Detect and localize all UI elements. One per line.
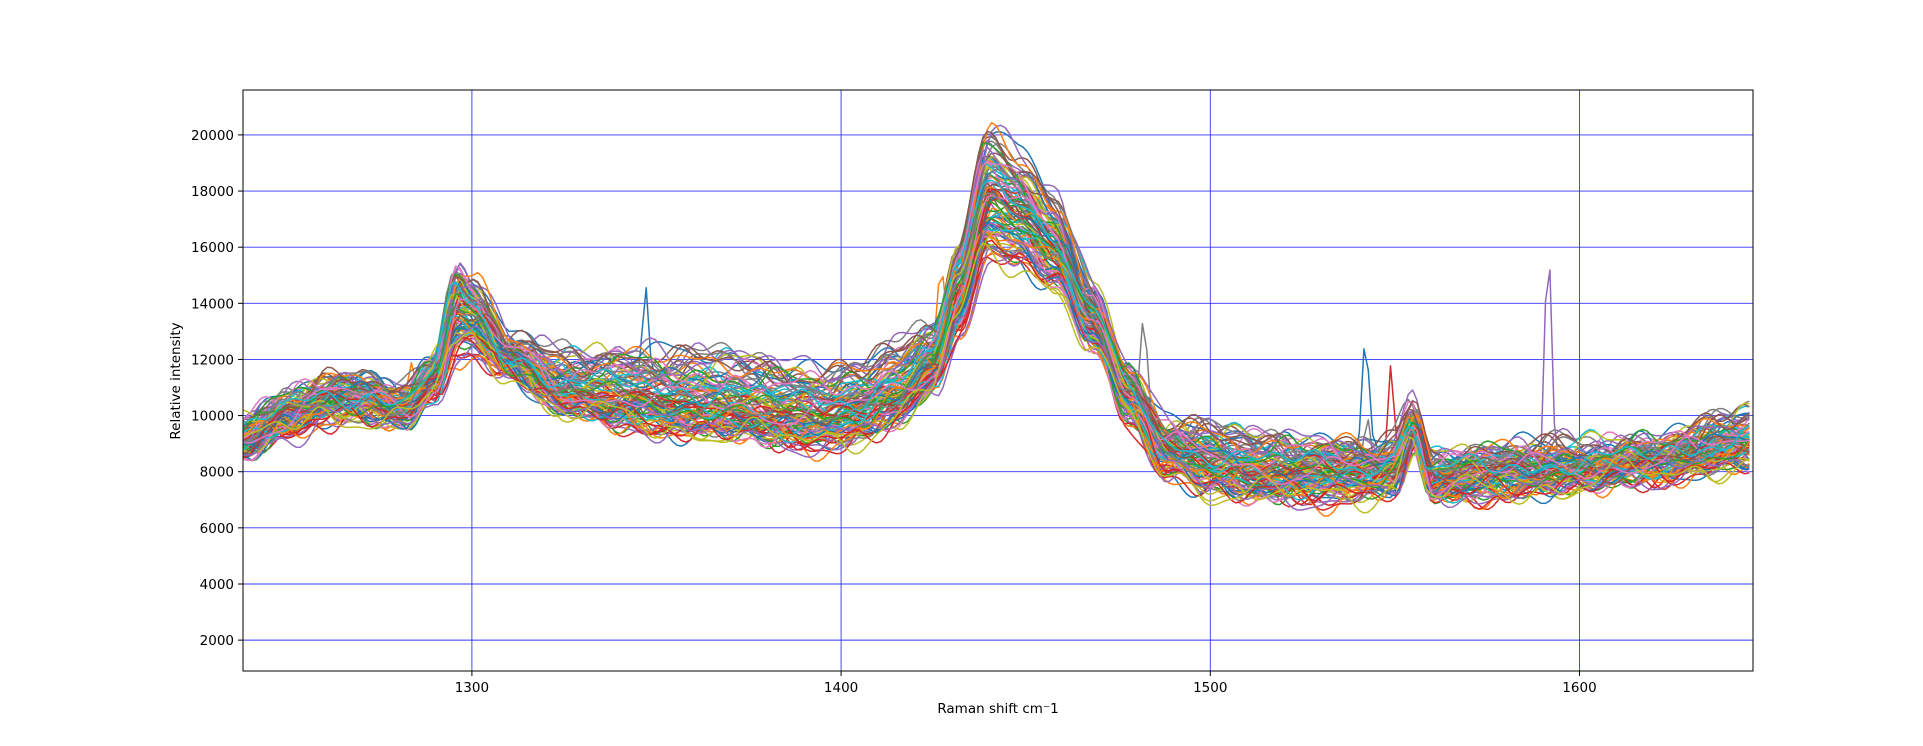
spectrum-line: [243, 168, 1750, 476]
y-tick-label: 6000: [200, 521, 234, 537]
spectrum-line: [243, 143, 1750, 478]
y-tick-label: 4000: [200, 577, 234, 593]
spectrum-line: [243, 231, 1750, 501]
spectrum-line: [243, 188, 1750, 491]
spectrum-line: [243, 130, 1750, 478]
y-tick-label: 8000: [200, 465, 234, 481]
x-tick-label: 1400: [824, 680, 858, 696]
spectrum-line: [243, 179, 1750, 477]
x-tick-label: 1500: [1193, 680, 1227, 696]
y-tick-label: 18000: [191, 184, 234, 200]
y-tick-label: 12000: [191, 352, 234, 368]
y-axis-label: Relative intensity: [168, 322, 184, 439]
x-tick-label: 1600: [1562, 680, 1596, 696]
grid: [243, 90, 1753, 671]
y-tick-label: 10000: [191, 409, 234, 425]
x-tick-label: 1300: [455, 680, 489, 696]
spectrum-line: [243, 121, 1750, 475]
spectrum-line: [243, 221, 1750, 500]
plot-frame: [242, 89, 1754, 672]
spectra-series: [243, 121, 1750, 517]
spectrum-line: [243, 251, 1750, 517]
y-tick-label: 16000: [191, 240, 234, 256]
plot-background: [243, 90, 1753, 671]
y-tick-label: 14000: [191, 296, 234, 312]
spectrum-line: [243, 230, 1750, 500]
spectrum-line: [243, 242, 1750, 514]
x-axis-label: Raman shift cm⁻1: [937, 701, 1058, 717]
axis-ticks: 1300 1400 1500 1600 2000 4000 6000 8000 10000 120…: [191, 128, 1597, 696]
spectrum-line: [243, 239, 1750, 504]
y-tick-label: 20000: [191, 128, 234, 144]
y-tick-label: 2000: [200, 633, 234, 649]
